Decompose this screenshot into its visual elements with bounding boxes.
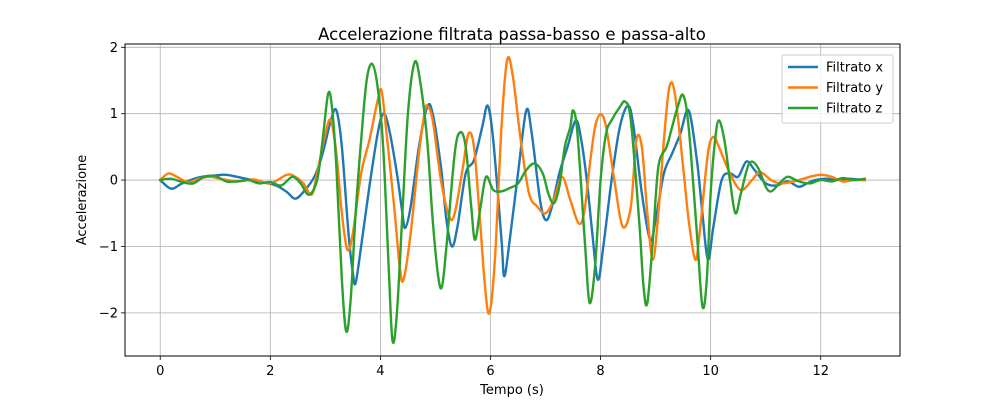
y-ticks-group: −2 −1 0 1 2 — [99, 41, 125, 321]
x-tick-label: 8 — [596, 364, 604, 379]
series-line-1 — [158, 102, 867, 286]
x-tick-label: 0 — [156, 364, 164, 379]
plot-frame — [124, 43, 901, 357]
y-axis-label: Accelerazione — [75, 155, 90, 246]
legend-label: Filtrato z — [826, 102, 882, 117]
legend-label: Filtrato y — [826, 81, 883, 96]
x-tick-label: 12 — [812, 364, 829, 379]
y-tick-label: −2 — [99, 306, 118, 321]
x-tick-label: 2 — [266, 364, 274, 379]
legend: Filtrato x Filtrato y Filtrato z — [781, 54, 894, 124]
y-tick-label: −1 — [99, 240, 118, 255]
legend-label: Filtrato x — [826, 61, 883, 76]
x-tick-label: 6 — [486, 364, 494, 379]
series-line-3 — [158, 60, 867, 344]
series-group — [158, 55, 867, 344]
x-tick-label: 10 — [702, 364, 719, 379]
series-line-2 — [158, 55, 866, 315]
x-tick-label: 4 — [376, 364, 384, 379]
x-ticks-group: 0 2 4 6 8 10 12 — [156, 356, 829, 379]
y-tick-label: 1 — [110, 107, 118, 122]
y-tick-label: 2 — [110, 41, 118, 56]
x-axis-label: Tempo (s) — [479, 383, 544, 398]
legend-box — [781, 54, 894, 124]
y-tick-label: 0 — [110, 174, 118, 189]
chart-title: Accelerazione filtrata passa-basso e pas… — [318, 25, 706, 44]
